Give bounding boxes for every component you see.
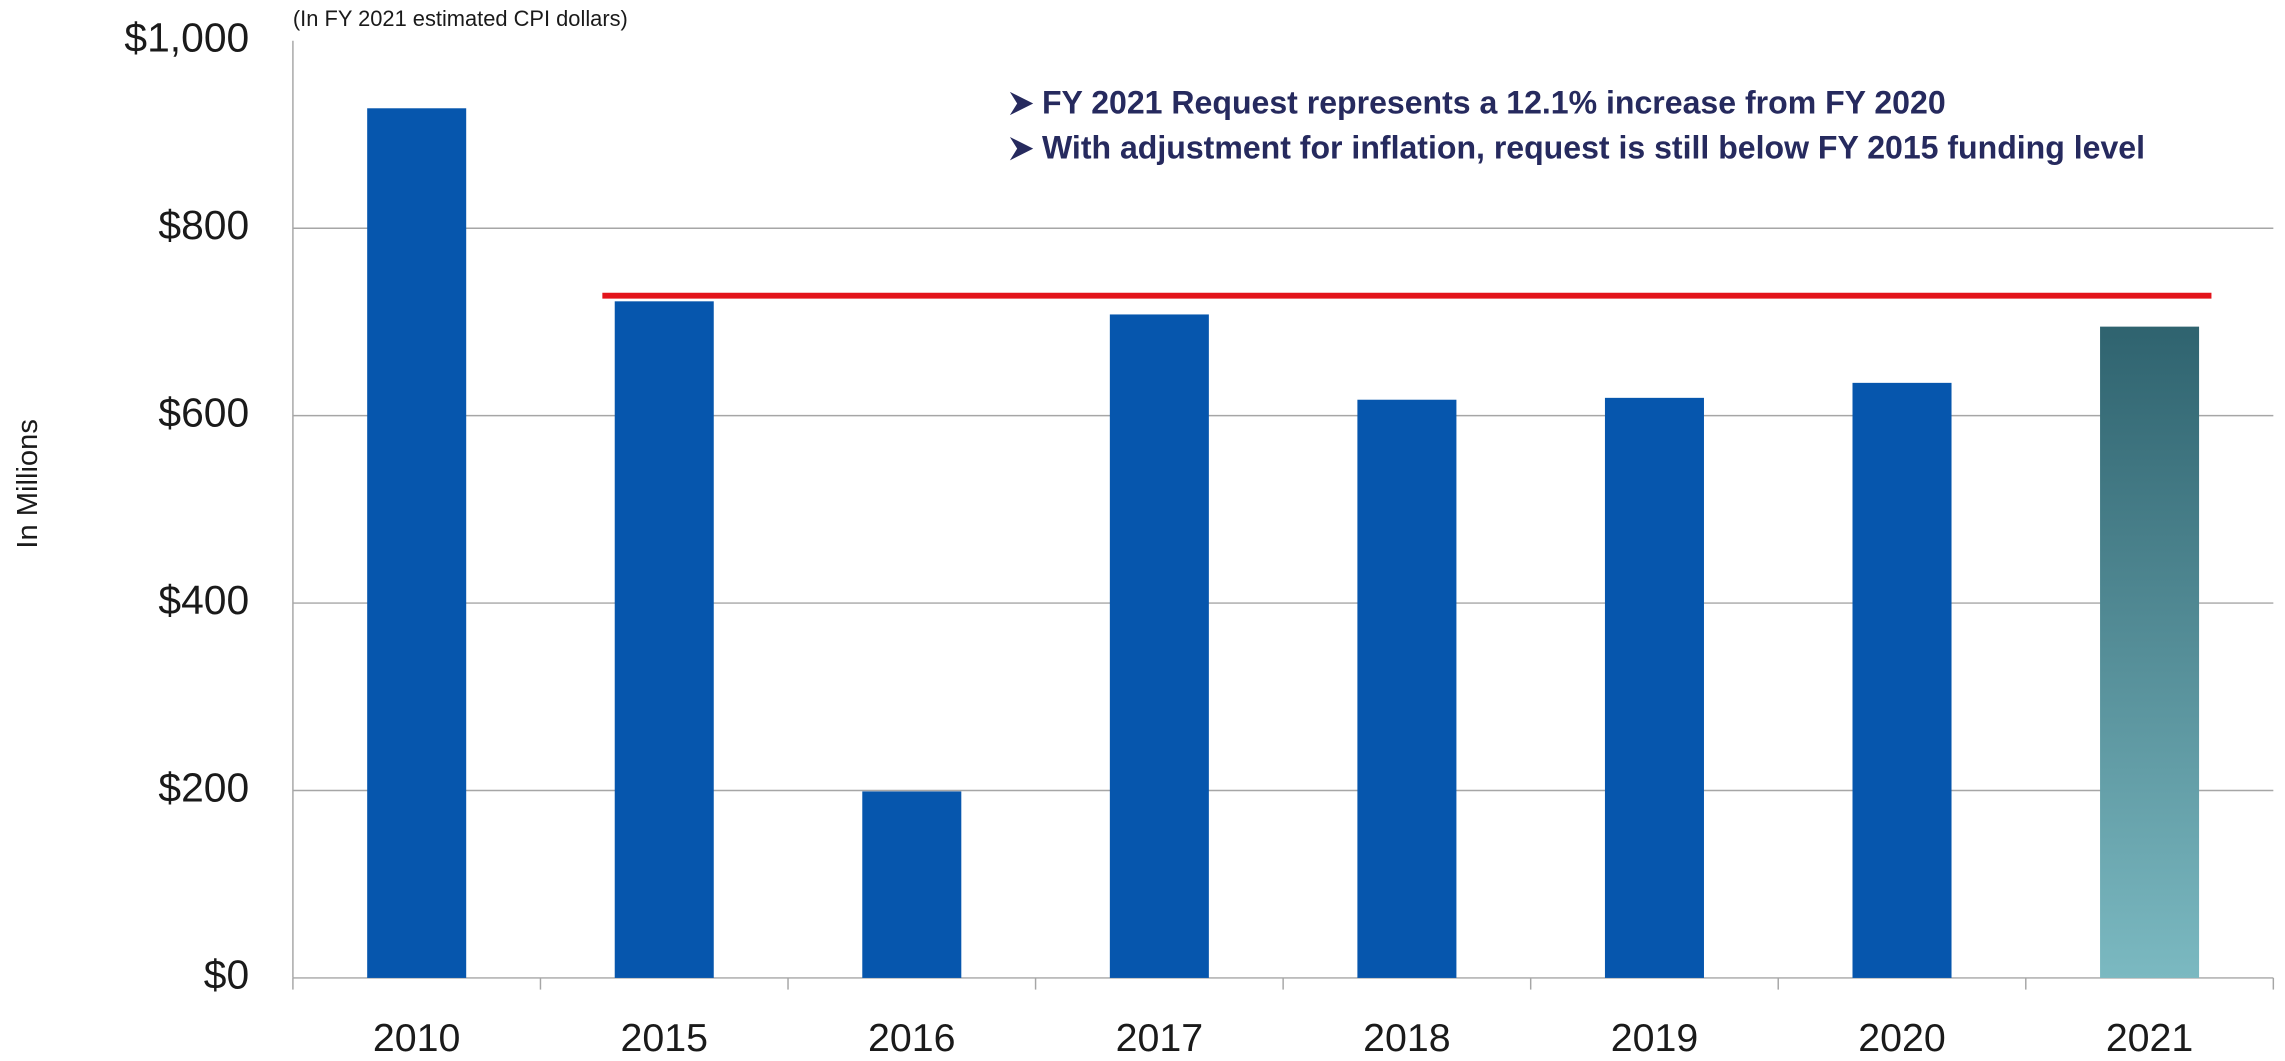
- x-tick-label: 2010: [373, 1016, 460, 1060]
- y-axis-label: In Millions: [12, 419, 44, 548]
- x-tick-label: 2017: [1116, 1016, 1203, 1060]
- y-tick-label: $0: [204, 952, 249, 998]
- x-tick-label: 2015: [620, 1016, 707, 1060]
- annotation: FY 2021 Request represents a 12.1% incre…: [1042, 84, 1946, 120]
- x-tick-label: 2019: [1611, 1016, 1698, 1060]
- bar: [367, 108, 467, 978]
- x-tick-label: 2021: [2106, 1016, 2193, 1060]
- bar: [1357, 399, 1457, 978]
- bar: [2100, 326, 2200, 978]
- y-tick-label: $1,000: [124, 15, 249, 61]
- x-tick-label: 2020: [1858, 1016, 1945, 1060]
- subtitle: (In FY 2021 estimated CPI dollars): [293, 6, 628, 31]
- bar: [1109, 314, 1209, 978]
- y-tick-label: $200: [158, 764, 249, 810]
- bullet: [1009, 136, 1034, 161]
- x-tick-label: 2016: [868, 1016, 955, 1060]
- y-tick-label: $400: [158, 577, 249, 623]
- bullet: [1009, 91, 1034, 116]
- bar: [614, 301, 714, 978]
- bar: [862, 791, 962, 978]
- x-tick-label: 2018: [1363, 1016, 1450, 1060]
- bar: [1604, 397, 1704, 978]
- y-tick-label: $800: [158, 202, 249, 248]
- bar: [1852, 382, 1952, 978]
- y-tick-label: $600: [158, 389, 249, 435]
- annotation: With adjustment for inflation, request i…: [1042, 130, 2145, 166]
